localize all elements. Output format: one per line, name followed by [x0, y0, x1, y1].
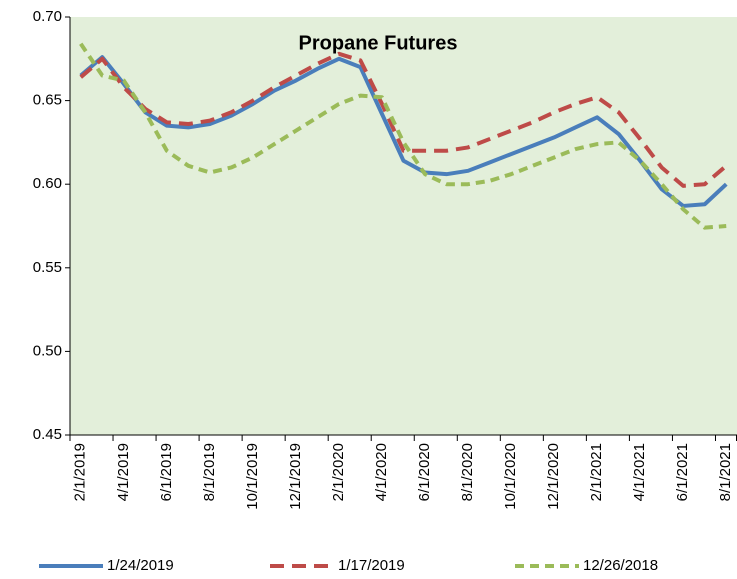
series-line [79, 51, 728, 188]
x-tick-label: 8/1/2019 [201, 443, 218, 501]
x-tick-label: 10/1/2019 [244, 443, 261, 510]
y-tick-label: 0.55 [33, 259, 62, 276]
x-tick-label: 10/1/2020 [502, 443, 519, 510]
x-tick-label: 12/1/2020 [545, 443, 562, 510]
x-tick-label: 2/1/2021 [588, 443, 605, 501]
x-tick-label: 8/1/2020 [459, 443, 476, 501]
series-line [79, 55, 728, 208]
legend-label: 1/24/2019 [107, 557, 174, 574]
x-tick-label: 4/1/2020 [373, 443, 390, 501]
x-tick-label: 4/1/2019 [115, 443, 132, 501]
chart-title: Propane Futures [299, 32, 458, 54]
legend-label: 12/26/2018 [583, 557, 658, 574]
series-line [79, 42, 727, 230]
x-tick-label: 6/1/2019 [158, 443, 175, 501]
y-tick-label: 0.65 [33, 92, 62, 109]
y-tick-label: 0.45 [33, 426, 62, 443]
x-tick-label: 6/1/2020 [416, 443, 433, 501]
x-tick-label: 8/1/2021 [717, 443, 734, 501]
y-tick-label: 0.50 [33, 342, 62, 359]
x-tick-label: 12/1/2019 [287, 443, 304, 510]
plot-area [70, 17, 737, 435]
x-tick-label: 4/1/2021 [631, 443, 648, 501]
y-tick-label: 0.60 [33, 175, 62, 192]
legend-label: 1/17/2019 [338, 557, 405, 574]
x-tick-label: 2/1/2020 [330, 443, 347, 501]
x-tick-label: 2/1/2019 [72, 443, 89, 501]
x-tick-label: 6/1/2021 [674, 443, 691, 501]
y-tick-label: 0.70 [33, 8, 62, 25]
